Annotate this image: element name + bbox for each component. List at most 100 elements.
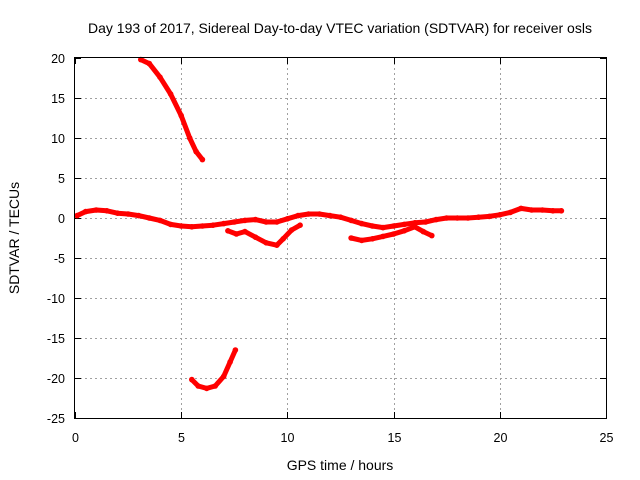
data-point <box>93 207 99 213</box>
data-point <box>486 213 493 220</box>
data-point <box>167 91 174 97</box>
data-point <box>232 347 239 353</box>
data-point <box>369 236 376 242</box>
y-axis-title: SDTVAR / TECUs <box>6 182 22 294</box>
data-point <box>433 216 439 223</box>
y-tick-label: -15 <box>47 332 65 346</box>
data-point <box>74 212 80 219</box>
data-point <box>429 232 435 239</box>
data-point <box>146 215 153 221</box>
y-tick-label: 10 <box>51 132 65 146</box>
data-point <box>337 214 344 220</box>
data-point <box>420 228 427 235</box>
data-point <box>358 220 365 227</box>
grid <box>75 58 606 418</box>
x-tick-label: 5 <box>178 431 185 445</box>
data-point <box>104 208 110 214</box>
data-point <box>380 224 386 231</box>
data-point <box>82 208 89 215</box>
data-point <box>252 234 259 240</box>
data-point <box>157 217 163 224</box>
data-point <box>220 220 227 227</box>
x-tick-label: 10 <box>281 431 295 445</box>
y-tick-label: 0 <box>58 212 65 226</box>
data-point <box>263 240 270 246</box>
series-high-arc <box>138 56 206 163</box>
data-point <box>135 212 142 219</box>
data-point <box>231 219 238 225</box>
data-point <box>242 217 248 224</box>
data-point <box>327 212 333 219</box>
data-point <box>274 242 280 248</box>
data-point <box>220 373 227 380</box>
axis-ticks <box>75 58 607 419</box>
series-low-arc <box>189 347 239 392</box>
x-axis-title: GPS time / hours <box>287 457 394 473</box>
data-point <box>225 228 231 234</box>
data-point <box>212 383 218 389</box>
series-near-zero-track-B <box>225 222 303 248</box>
x-tick-label: 20 <box>494 431 508 445</box>
data-point <box>274 219 280 225</box>
data-point <box>210 222 216 228</box>
data-point <box>284 216 291 222</box>
data-point <box>157 74 163 80</box>
data-point <box>233 231 240 237</box>
data-point <box>252 216 259 223</box>
data-point <box>369 223 376 229</box>
data-point <box>199 223 206 229</box>
data-point <box>227 359 233 365</box>
data-point <box>412 224 418 230</box>
data-point <box>528 207 535 213</box>
data-point <box>422 219 429 225</box>
plot-frame <box>74 57 607 419</box>
y-tick-labels: 20 15 10 5 0 -5 -10 -15 -20 -25 <box>47 52 65 426</box>
data-point <box>401 228 408 234</box>
y-tick-label: -20 <box>47 372 65 386</box>
data-point <box>203 385 210 392</box>
x-tick-label: 0 <box>72 431 79 445</box>
data-point <box>412 220 418 226</box>
data-point <box>195 383 201 389</box>
data-point <box>288 227 295 233</box>
data-point <box>178 112 184 119</box>
data-point <box>189 376 195 383</box>
data-point <box>199 156 206 163</box>
data-point <box>380 233 386 240</box>
data-point <box>465 215 471 221</box>
data-point <box>454 215 461 221</box>
data-point <box>443 215 450 221</box>
data-point <box>348 235 354 241</box>
data-point <box>507 209 514 216</box>
data-point <box>138 56 144 63</box>
y-tick-label: -5 <box>54 252 65 266</box>
y-tick-label: 15 <box>51 92 65 106</box>
data-point <box>390 223 397 229</box>
y-tick-label: -10 <box>47 292 65 306</box>
data-point <box>518 205 524 212</box>
x-tick-labels: 0 5 10 15 20 25 <box>72 431 613 445</box>
chart-title: Day 193 of 2017, Sidereal Day-to-day VTE… <box>88 20 592 36</box>
data-point <box>558 208 565 214</box>
series-near-zero-track-C <box>348 224 435 244</box>
data-point <box>550 208 556 214</box>
series-trace <box>189 347 238 391</box>
data-point <box>189 224 195 230</box>
data-point <box>114 210 121 216</box>
data-point <box>297 222 303 228</box>
data-point <box>125 211 131 217</box>
data-point <box>475 214 482 220</box>
y-tick-label: -25 <box>47 412 65 426</box>
data-point <box>178 223 184 229</box>
data-point <box>497 212 503 218</box>
data-point <box>193 148 199 155</box>
y-tick-label: 20 <box>51 52 65 66</box>
data-point <box>263 219 270 225</box>
data-point <box>539 207 546 213</box>
data-point <box>242 228 248 235</box>
data-series <box>74 56 565 392</box>
data-point <box>295 212 301 219</box>
data-point <box>146 60 153 67</box>
series-trace <box>138 57 205 163</box>
